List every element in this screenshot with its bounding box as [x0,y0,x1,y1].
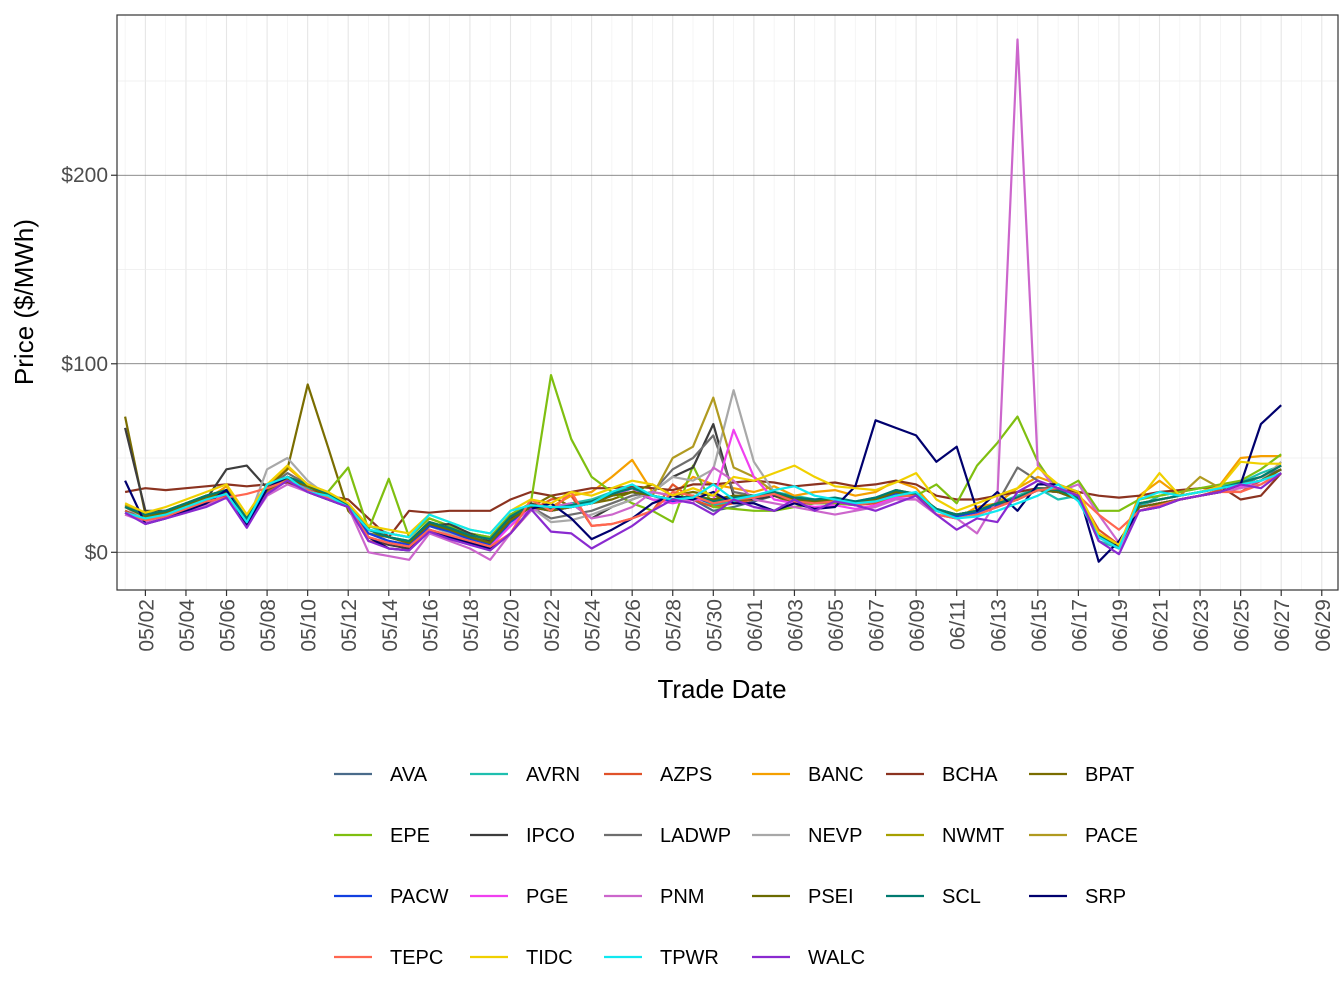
x-tick-label: 05/02 [135,599,158,652]
x-tick-label: 06/07 [866,599,889,652]
legend-label: EPE [390,825,430,847]
legend-label: PGE [526,886,568,908]
legend-label: WALC [808,947,865,969]
x-tick-label: 05/08 [257,599,280,652]
y-tick-label: $200 [61,164,108,187]
legend-item-ava: AVA [334,764,428,786]
legend-item-ipco: IPCO [470,825,575,847]
legend-label: PACW [390,886,449,908]
legend-label: BPAT [1085,764,1134,786]
x-tick-label: 05/14 [379,599,402,652]
series-lines [124,38,1283,563]
x-tick-label: 05/28 [663,599,686,652]
x-axis-title: Trade Date [657,674,786,704]
x-tick-label: 05/30 [703,599,726,652]
x-tick-label: 06/13 [987,599,1010,652]
legend-item-avrn: AVRN [470,764,580,786]
x-tick-label: 05/22 [541,599,564,652]
legend-item-bpat: BPAT [1029,764,1134,786]
x-tick-label: 06/17 [1068,599,1091,652]
x-tick-label: 06/21 [1150,599,1173,652]
x-tick-label: 05/16 [419,599,442,652]
legend-item-ladwp: LADWP [604,825,731,847]
x-tick-label: 06/05 [825,599,848,652]
legend-item-nevp: NEVP [752,825,862,847]
legend-label: AVRN [526,764,580,786]
legend: AVA AVRN AZPS BANC BCHA BPAT EPE IPCO LADWP NEVP N… [334,764,1138,969]
legend-item-epe: EPE [334,825,430,847]
x-tick-label: 06/15 [1028,599,1051,652]
x-tick-label: 06/25 [1231,599,1254,652]
legend-label: NEVP [808,825,862,847]
legend-item-pge: PGE [470,886,568,908]
x-tick-label: 05/12 [338,599,361,652]
legend-item-srp: SRP [1029,886,1126,908]
legend-item-tpwr: TPWR [604,947,719,969]
x-tick-label: 06/09 [906,599,929,652]
x-tick-label: 05/06 [217,599,240,652]
x-tick-label: 05/10 [298,599,321,652]
x-tick-label: 06/23 [1190,599,1213,652]
x-tick-label: 06/03 [784,599,807,652]
legend-label: TPWR [660,947,719,969]
legend-item-bcha: BCHA [886,764,998,786]
x-axis: 05/02 05/04 05/06 05/08 05/10 05/12 05/14 05/16… [135,590,1335,652]
legend-item-scl: SCL [886,886,981,908]
x-tick-label: 05/18 [460,599,483,652]
x-tick-label: 06/27 [1271,599,1294,652]
x-tick-label: 05/24 [582,599,605,652]
x-tick-label: 05/04 [176,599,199,652]
y-axis-title: Price ($/MWh) [9,219,39,385]
legend-item-pace: PACE [1029,825,1138,847]
legend-label: AVA [390,764,428,786]
y-axis: $0 $100 $200 [61,164,117,564]
legend-item-banc: BANC [752,764,864,786]
legend-label: SCL [942,886,981,908]
legend-item-pnm: PNM [604,886,704,908]
legend-label: AZPS [660,764,712,786]
legend-label: PACE [1085,825,1138,847]
x-tick-label: 06/01 [744,599,767,652]
x-tick-label: 06/29 [1312,599,1335,652]
x-tick-label: 06/11 [947,599,970,650]
x-tick-label: 05/20 [501,599,524,652]
legend-item-tepc: TEPC [334,947,443,969]
legend-item-azps: AZPS [604,764,712,786]
legend-label: BCHA [942,764,998,786]
x-tick-label: 06/19 [1109,599,1132,652]
plot-panel-border [116,14,1339,591]
series-line-walc [124,472,1282,556]
legend-label: NWMT [942,825,1004,847]
legend-label: IPCO [526,825,575,847]
legend-label: PSEI [808,886,854,908]
legend-item-pacw: PACW [334,886,449,908]
legend-label: LADWP [660,825,731,847]
y-tick-label: $100 [61,353,108,376]
legend-item-psei: PSEI [752,886,854,908]
legend-item-nwmt: NWMT [886,825,1004,847]
legend-label: BANC [808,764,864,786]
legend-label: SRP [1085,886,1126,908]
y-tick-label: $0 [85,541,108,564]
x-tick-label: 05/26 [622,599,645,652]
legend-item-tidc: TIDC [470,947,573,969]
legend-label: TEPC [390,947,443,969]
legend-label: TIDC [526,947,573,969]
legend-item-walc: WALC [752,947,865,969]
legend-label: PNM [660,886,704,908]
